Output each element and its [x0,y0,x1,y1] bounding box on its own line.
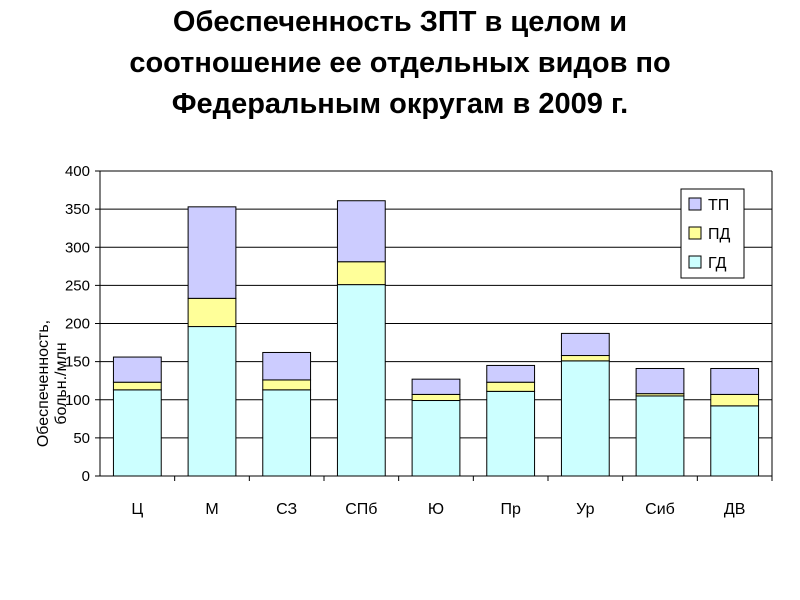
bar-segment-ТП-Ур [560,332,610,357]
bar-segment-ТП-ДВ [710,367,760,395]
bar-segment-ПД-ДВ [710,393,760,407]
bar-segment-ПД-Ц [112,381,162,391]
bar-segment-ПД-СЗ [262,379,312,391]
bar-segment-ТП-Ц [112,356,162,383]
y-tick-label: 350 [65,201,90,218]
y-tick-label: 150 [65,354,90,371]
y-tick-label: 0 [82,468,90,485]
x-tick-label: Ю [428,501,444,518]
legend-swatch-ГД [688,255,702,269]
bar-segment-ГД-ДВ [710,405,760,477]
bar-segment-ПД-Пр [486,381,536,392]
x-tick-label: М [205,501,218,518]
y-tick-label: 200 [65,316,90,333]
legend: ТП ПД ГД [680,188,745,279]
bar-segment-ГД-Ур [560,360,610,477]
x-tick-label: ДВ [724,501,746,518]
bar-segment-ГД-Ц [112,389,162,477]
legend-swatch-ТП [688,197,702,211]
x-tick-label: Ур [576,501,594,518]
bar-segment-ПД-М [187,297,237,328]
y-axis-label-line: Обеспеченность, [35,320,52,447]
x-tick-label: Ц [131,501,143,518]
legend-label-ГД: ГД [708,255,727,272]
x-tick-label: Сиб [645,501,675,518]
y-tick-label: 300 [65,239,90,256]
chart-title: Обеспеченность ЗПТ в целом и соотношение… [0,2,800,125]
bar-segment-ГД-СЗ [262,389,312,477]
bar-segment-ТП-М [187,206,237,299]
bar-segment-ТП-Пр [486,364,536,383]
bars [112,200,760,477]
chart-title-line-2: соотношение ее отдельных видов по [129,47,671,79]
bar-segment-ГД-М [187,326,237,477]
axes: 0 50 100 150 200 250 300 350 400 Ц М СЗ СПб Ю Пр Ур Сиб Д… [65,163,773,518]
legend-label-ТП: ТП [708,197,729,214]
bar-segment-ТП-СПб [336,200,386,263]
bar-segment-ТП-Сиб [635,367,685,395]
bar-segment-ГД-Пр [486,390,536,477]
y-tick-label: 250 [65,277,90,294]
y-axis-label: Обеспеченность,больн./млн [35,320,70,447]
y-tick-label: 50 [73,430,90,447]
x-tick-label: СЗ [276,501,297,518]
chart-title-line-3: Федеральным округам в 2009 г. [171,88,629,120]
y-tick-label: 400 [65,163,90,180]
x-tick-label: СПб [345,501,377,518]
legend-label-ПД: ПД [708,226,731,243]
bar-segment-ТП-Ю [411,378,461,395]
bar-segment-ПД-Ю [411,393,461,402]
bar-segment-ТП-СЗ [262,351,312,381]
chart-title-line-1: Обеспеченность ЗПТ в целом и [172,6,628,38]
bar-segment-ГД-Сиб [635,395,685,477]
bar-segment-ПД-Ур [560,355,610,362]
bar-segment-ПД-СПб [336,261,386,286]
y-axis-label-line: больн./млн [53,342,70,424]
bar-segment-ГД-СПб [336,284,386,477]
legend-swatch-ПД [688,226,702,240]
bar-segment-ГД-Ю [411,400,461,477]
x-tick-label: Пр [500,501,521,518]
y-tick-label: 100 [65,392,90,409]
